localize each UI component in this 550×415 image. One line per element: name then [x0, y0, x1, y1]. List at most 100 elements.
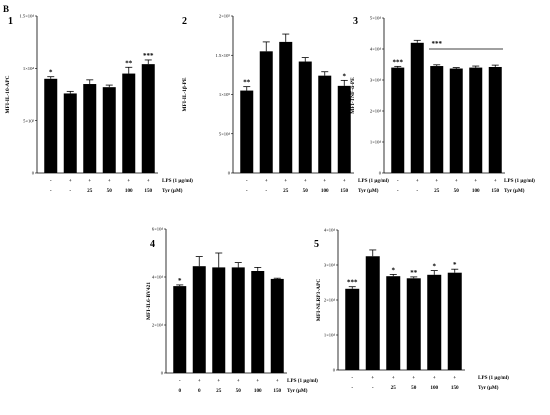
y-tick-label: 0 — [228, 171, 231, 176]
significance-marker: *** — [432, 40, 443, 48]
bar — [279, 41, 293, 173]
bar — [192, 266, 206, 373]
tyr-value: 50 — [411, 385, 417, 391]
tyr-value: 25 — [434, 188, 440, 194]
y-tick-label: 5×10⁴ — [219, 131, 230, 136]
tyr-value: - — [397, 188, 399, 194]
bar — [410, 42, 424, 173]
tyr-row-label: Tyr (μM) — [478, 384, 499, 391]
significance-marker: ** — [243, 79, 251, 87]
y-tick-label: 5×10³ — [23, 118, 34, 123]
bar — [141, 64, 155, 173]
significance-marker: ** — [125, 59, 133, 67]
bar — [44, 78, 58, 173]
significance-marker: * — [433, 263, 437, 271]
significance-marker: * — [49, 69, 53, 77]
lps-value: + — [237, 378, 240, 384]
bar — [469, 67, 483, 173]
y-tick-label: 4×10⁴ — [370, 47, 381, 52]
panel-number: 2 — [182, 16, 187, 27]
tyr-value: - — [351, 385, 353, 391]
y-tick-label: 2×10⁵ — [219, 14, 230, 19]
bar — [318, 75, 332, 173]
y-axis-label: MFI-TNF-α-PE — [350, 77, 356, 114]
lps-value: + — [494, 178, 497, 184]
lps-value: + — [304, 178, 307, 184]
tyr-value: - — [265, 188, 267, 194]
bar — [386, 276, 401, 370]
tyr-value: 50 — [236, 388, 242, 394]
bar — [298, 61, 312, 173]
panel-number: 3 — [353, 16, 358, 27]
tyr-value: 150 — [451, 385, 459, 391]
lps-value: + — [256, 378, 259, 384]
tyr-value: - — [69, 188, 71, 194]
tyr-value: 100 — [430, 385, 438, 391]
y-axis-label: MFI-IL-1β-PE — [182, 77, 188, 111]
tyr-value: - — [416, 188, 418, 194]
tyr-value: 100 — [125, 188, 133, 194]
lps-row-label: LPS (1 μg/ml) — [162, 177, 193, 184]
y-tick-label: 1×10⁵ — [219, 92, 230, 97]
panel-number: 1 — [8, 16, 13, 27]
bar — [122, 73, 136, 173]
bar — [430, 66, 444, 173]
tyr-value: 150 — [491, 188, 499, 194]
tyr-value: 25 — [283, 188, 289, 194]
lps-value: + — [284, 178, 287, 184]
lps-value: + — [435, 178, 438, 184]
lps-value: + — [371, 375, 374, 381]
lps-value: - — [179, 378, 181, 384]
significance-marker: *** — [143, 52, 154, 60]
lps-value: + — [127, 178, 130, 184]
tyr-value: 150 — [273, 388, 281, 394]
y-tick-label: 0 — [32, 171, 35, 176]
bar — [406, 278, 421, 370]
bar — [63, 93, 77, 173]
lps-value: - — [351, 375, 353, 381]
tyr-value: 100 — [472, 188, 480, 194]
figure-label: B — [3, 4, 9, 14]
y-tick-label: 2×10⁴ — [152, 323, 163, 328]
tyr-value: 150 — [340, 188, 348, 194]
tyr-value: 50 — [454, 188, 460, 194]
chart-panel-3: 3 0 1×10⁴ 2×10⁴ 3×10⁴ 4×10⁴ 5×10⁴ MFI-TNF-α-PE *… — [350, 16, 535, 194]
y-tick-label: 1.5×10⁴ — [19, 14, 34, 19]
bar — [173, 286, 187, 373]
y-tick-label: 3×10⁴ — [370, 78, 381, 83]
bar — [427, 274, 442, 370]
lps-value: + — [416, 178, 419, 184]
bar — [83, 84, 97, 173]
tyr-value: 150 — [144, 188, 152, 194]
y-tick-label: 1.5×10⁵ — [215, 53, 230, 58]
y-tick-label: 1×10⁴ — [324, 333, 335, 338]
bar — [259, 51, 273, 174]
lps-value: + — [198, 378, 201, 384]
significance-marker: * — [343, 72, 347, 80]
tyr-value: 0 — [178, 388, 181, 394]
lps-value: + — [265, 178, 268, 184]
bar — [102, 87, 116, 173]
tyr-value: 25 — [216, 388, 222, 394]
tyr-value: - — [246, 188, 248, 194]
lps-value: - — [246, 178, 248, 184]
lps-value: - — [397, 178, 399, 184]
y-axis-label: MFI-NLRP3-APC — [316, 279, 322, 322]
bar — [345, 288, 360, 370]
tyr-row-label: Tyr (μM) — [358, 187, 379, 194]
significance-marker: * — [178, 277, 182, 285]
bar — [231, 267, 245, 373]
y-tick-label: 2×10⁴ — [324, 298, 335, 303]
bar — [391, 67, 405, 173]
y-tick-label: 1×10⁴ — [370, 140, 381, 145]
y-tick-label: 3×10⁴ — [324, 263, 335, 268]
tyr-value: 50 — [107, 188, 113, 194]
significance-marker: *** — [347, 279, 358, 287]
tyr-value: 25 — [391, 385, 397, 391]
tyr-value: 100 — [254, 388, 262, 394]
y-tick-label: 2×10⁴ — [370, 109, 381, 114]
bar — [449, 68, 463, 173]
tyr-value: - — [50, 188, 52, 194]
y-tick-label: 0 — [379, 171, 382, 176]
